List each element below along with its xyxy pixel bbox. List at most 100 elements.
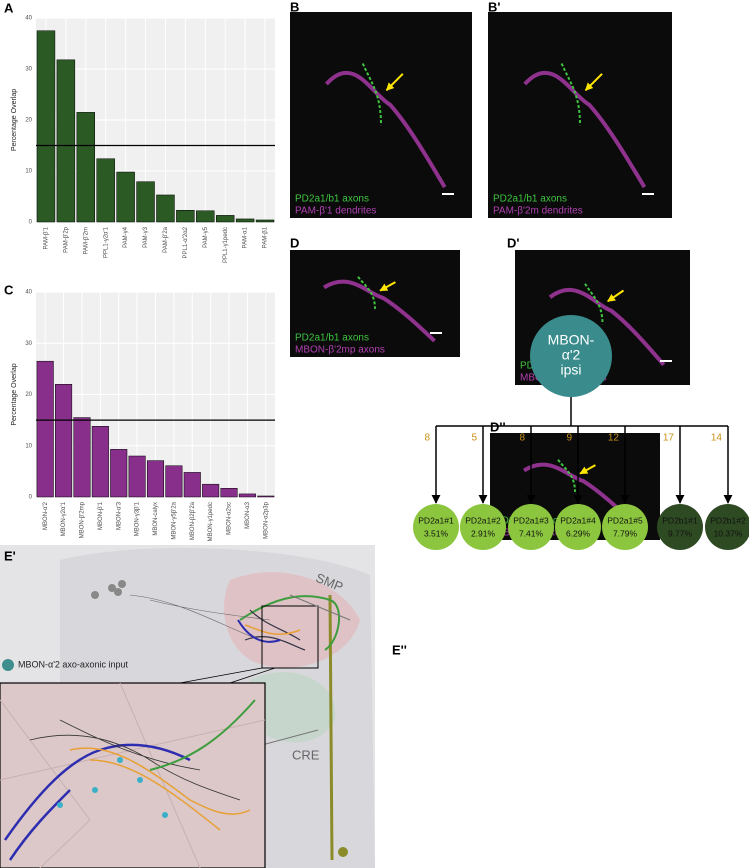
bar xyxy=(76,112,96,223)
x-tick-label: MBON-β'1 xyxy=(98,501,104,530)
x-tick-label: PAM-γ5 xyxy=(203,226,209,248)
image-caption: PD2a1/b1 axons xyxy=(493,194,567,205)
edge-weight: 12 xyxy=(608,433,620,444)
magenta-signal xyxy=(324,70,447,189)
x-tick-label: PAM-γ4 xyxy=(123,226,129,248)
edge-weight: 5 xyxy=(471,433,477,444)
bar xyxy=(176,210,195,223)
child-percent: 10.37% xyxy=(714,528,743,538)
image-caption: PD2a1/b1 axons xyxy=(295,194,369,205)
y-axis-title: Percentage Overlap xyxy=(11,363,18,425)
x-tick-label: PPL1-α'2α2 xyxy=(183,226,189,258)
bar xyxy=(73,417,91,498)
x-tick-label: PPL1-γ2α'1 xyxy=(103,226,109,258)
y-tick-label: 30 xyxy=(25,341,32,347)
legend-label: MBON-α'2 axo-axonic input xyxy=(18,659,128,669)
child-label: PD2a1#3 xyxy=(513,515,549,525)
x-tick-label: MBON-α3 xyxy=(245,501,251,528)
arrow xyxy=(584,73,603,91)
bar xyxy=(183,472,201,498)
root-node xyxy=(530,315,612,397)
x-tick-label: MBON-γ1pedc xyxy=(208,502,214,541)
child-label: PD2a1#4 xyxy=(560,515,596,525)
child-node xyxy=(460,504,506,550)
magenta-signal xyxy=(523,70,647,189)
edge-weight: 14 xyxy=(711,433,723,444)
green-signal xyxy=(560,63,581,126)
bar xyxy=(202,483,220,498)
green-signal xyxy=(361,63,382,126)
bar xyxy=(220,488,238,498)
bar xyxy=(255,219,275,223)
edge-weight: 17 xyxy=(663,433,675,444)
edge-weight: 8 xyxy=(424,433,430,444)
y-tick-label: 0 xyxy=(29,495,33,501)
x-tick-label: PAM-β'2p xyxy=(63,226,69,252)
green-signal xyxy=(584,283,604,325)
panel-label: D'' xyxy=(490,419,506,434)
x-tick-label: MBON-α'3 xyxy=(116,501,122,530)
image-caption: PAM-β'1 dendrites xyxy=(295,206,376,217)
child-label: PD2a1#1 xyxy=(418,515,454,525)
child-label: PD2a1#5 xyxy=(607,515,643,525)
panel-label: A xyxy=(4,0,14,15)
panel-label: E'' xyxy=(392,642,407,657)
panel-label: E' xyxy=(4,548,16,563)
child-percent: 7.41% xyxy=(519,528,544,538)
image-caption: MBON-β'2mp axons xyxy=(295,345,385,356)
bar xyxy=(196,210,215,223)
magenta-signal xyxy=(322,279,436,343)
bar xyxy=(36,360,54,498)
bar xyxy=(36,30,56,223)
image-caption: PD2a1/b1 axons xyxy=(295,333,369,344)
x-tick-label: PAM-β'1 xyxy=(44,226,50,249)
bar xyxy=(55,384,73,498)
x-tick-label: MBON-γ2α'1 xyxy=(61,501,67,536)
region-label: CRE xyxy=(292,747,320,762)
x-tick-label: MBON-γ3β'1 xyxy=(135,501,141,536)
bar xyxy=(136,181,155,223)
y-tick-label: 40 xyxy=(25,290,32,296)
panel-label: D' xyxy=(507,235,519,250)
x-tick-label: MBON-α2p3p xyxy=(263,501,269,538)
root-label: ipsi xyxy=(560,362,581,378)
child-node xyxy=(657,504,703,550)
y-tick-label: 10 xyxy=(25,169,32,175)
child-label: PD2a1#2 xyxy=(465,515,501,525)
child-percent: 7.79% xyxy=(613,528,638,538)
bar xyxy=(156,194,175,223)
edge-weight: 8 xyxy=(519,433,525,444)
x-tick-label: MBON-calyx xyxy=(153,502,159,536)
y-tick-label: 10 xyxy=(25,443,32,449)
x-tick-label: PPL1-γ1pedc xyxy=(223,227,229,263)
root-label: α'2 xyxy=(562,347,581,363)
arrow xyxy=(379,281,396,292)
bar xyxy=(91,426,109,498)
child-percent: 6.29% xyxy=(566,528,591,538)
panel-label: B' xyxy=(488,0,500,14)
arrow xyxy=(385,73,404,91)
bar xyxy=(96,158,115,223)
e-prime-image xyxy=(0,545,375,868)
y-tick-label: 0 xyxy=(29,220,33,226)
edge-weight: 9 xyxy=(566,433,572,444)
y-tick-label: 30 xyxy=(25,67,32,73)
child-node xyxy=(705,504,749,550)
x-tick-label: PAM-β'2m xyxy=(83,227,89,255)
bar xyxy=(257,495,275,498)
magenta-signal xyxy=(548,287,666,367)
child-label: PD2b1#1 xyxy=(662,515,698,525)
child-percent: 9.77% xyxy=(668,528,693,538)
image-caption: PAM-β'2m dendrites xyxy=(493,206,583,217)
bar xyxy=(165,465,183,498)
bar xyxy=(146,460,165,498)
bar xyxy=(110,449,128,498)
y-tick-label: 20 xyxy=(25,118,32,124)
x-tick-label: PAM-α1 xyxy=(243,226,249,248)
x-tick-label: MBON-β2β'2a xyxy=(190,501,196,540)
y-tick-label: 40 xyxy=(25,16,32,22)
child-node xyxy=(555,504,601,550)
panel-label: C xyxy=(4,282,14,297)
child-percent: 3.51% xyxy=(424,528,449,538)
panel-label: B xyxy=(290,0,299,14)
